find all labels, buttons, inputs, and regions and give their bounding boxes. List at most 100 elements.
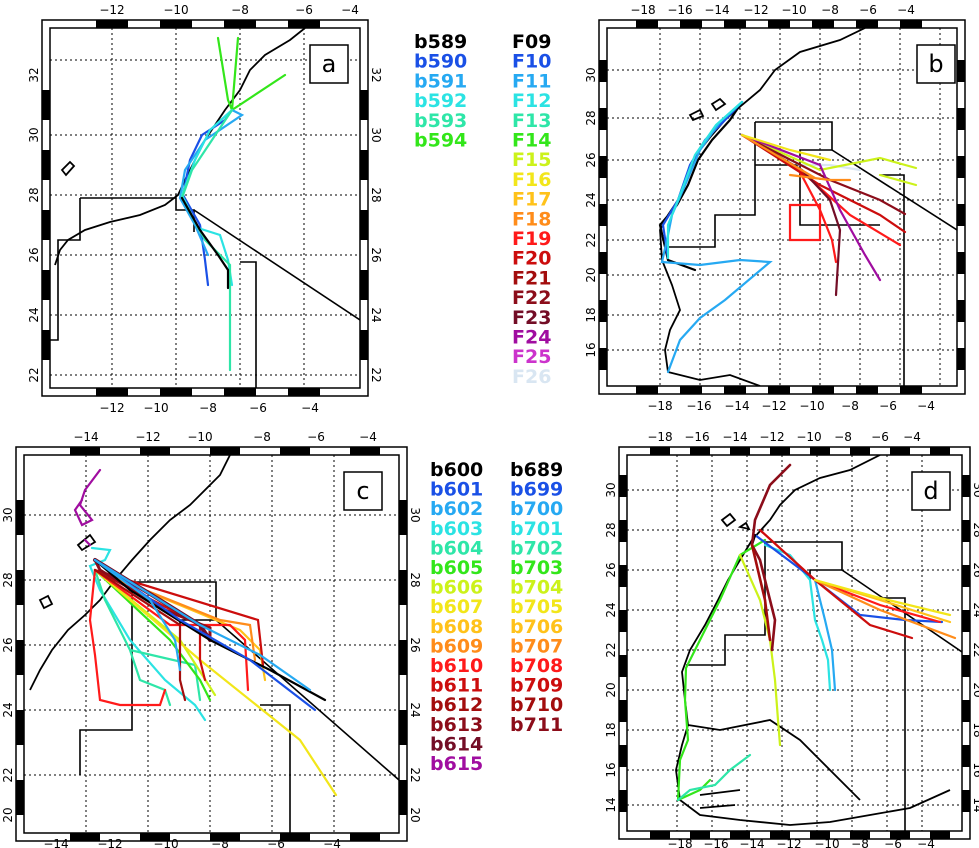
tick-label: 28 [1,572,15,587]
trajectory-b700 [813,578,837,692]
tick-label: −4 [917,837,935,848]
panel-c: c −14 −12 −10 −8 −6 −4 −14 −12 −10 −8 −6… [1,430,422,848]
panel-b-bottom-ticks: −18 −16 −14 −12 −10 −8 −6 −4 [647,399,935,413]
trajectory-F15 [740,133,918,187]
panel-d-right-ticks: 30 28 26 24 22 20 18 16 14 [971,482,979,812]
tick-label: −14 [43,837,68,848]
panel-c-frame [15,446,408,842]
panel-b-left-ticks: 30 28 26 24 22 20 18 16 [584,67,598,357]
tick-label: 32 [369,67,383,82]
tick-label: −12 [761,399,786,413]
legend-entry-F09: F09 [512,31,551,53]
panel-c-coastline [29,455,231,691]
legend-entry-b699: b699 [510,479,563,501]
legend-entry-b611: b611 [430,675,483,697]
tick-label: −6 [249,401,267,415]
trajectory-b609 [93,568,257,662]
panel-d-island [720,512,751,531]
legend-entry-F22: F22 [512,287,551,309]
tick-label: −10 [781,3,806,17]
tick-label: −8 [834,430,852,444]
tick-label: 22 [1,767,15,782]
tick-label: −6 [295,3,313,17]
tick-label: 30 [971,482,979,497]
legend-entry-F17: F17 [512,189,551,211]
tick-label: 26 [1,637,15,652]
tick-label: −12 [99,401,124,415]
legend-entry-F21: F21 [512,267,551,289]
tick-label: −16 [667,3,692,17]
trajectory-F20 [740,133,907,234]
panel-c-border [260,704,291,833]
tick-label: −8 [253,430,271,444]
panel-b-label-box: b [916,44,956,84]
panel-d-coastline [699,789,741,809]
legend-entry-b689: b689 [510,459,563,481]
panel-b-trajectories [658,100,918,374]
tick-label: 24 [604,602,618,617]
tick-label: 28 [408,572,422,587]
tick-label: −18 [647,430,672,444]
panel-d-top-ticks: −18 −16 −14 −12 −10 −8 −6 −4 [647,430,921,444]
tick-label: 14 [971,797,979,812]
tick-label: −14 [73,430,98,444]
panel-d-coastlines [675,455,951,826]
tick-label: 24 [584,192,598,207]
panel-a-bottom-ticks: −12 −10 −8 −6 −4 [99,401,319,415]
legend-entry-b602: b602 [430,498,483,520]
legend-entry-F19: F19 [512,228,551,250]
tick-label: −10 [799,399,824,413]
panel-a-borders [50,197,360,388]
legend-panel-c: b600b601b602b603b604b605b606b607b608b609… [430,459,563,775]
legend-entry-b615: b615 [430,753,483,775]
legend-entry-b600: b600 [430,459,483,481]
legend-entry-b710: b710 [510,694,563,716]
legend-entry-F15: F15 [512,149,551,171]
tick-label: −18 [647,399,672,413]
trajectory-b594 [216,36,287,112]
tick-label: −12 [99,3,124,17]
panel-a-coastline [54,28,306,266]
tick-label: 22 [604,642,618,657]
legend-entry-b606: b606 [430,577,483,599]
legend-entry-b603: b603 [430,518,483,540]
legend-entry-b613: b613 [430,714,483,736]
tick-label: 14 [604,797,618,812]
tick-label: −14 [722,430,747,444]
legend-entry-F20: F20 [512,248,551,270]
tick-label: 30 [27,127,41,142]
panel-a: a −12 −10 −8 −6 −4 −12 −10 −8 −6 −4 32 3… [27,3,383,415]
tick-label: −10 [796,430,821,444]
panel-a-coastlines [54,28,306,266]
legend-entry-F10: F10 [512,51,551,73]
legend-entry-b605: b605 [430,557,483,579]
panel-b-border [755,164,880,226]
panel-b-border [665,122,756,248]
panel-b-frame [598,19,966,395]
legend-entry-F16: F16 [512,169,551,191]
tick-label: −12 [135,430,160,444]
panel-b-top-ticks: −18 −16 −14 −12 −10 −8 −6 −4 [630,3,915,17]
tick-label: −10 [153,837,178,848]
tick-label: −16 [703,837,728,848]
legend-entry-b591: b591 [414,70,467,92]
tick-label: 32 [27,67,41,82]
tick-label: 24 [971,602,979,617]
panel-d-trajectories [676,463,957,802]
panel-c-label: c [356,477,369,505]
tick-label: 26 [604,562,618,577]
tick-label: 30 [408,507,422,522]
panel-c-island [38,533,97,610]
legend-entry-F11: F11 [512,70,551,92]
panel-d-frame [618,446,971,840]
trajectory-b702 [676,753,752,802]
tick-label: 30 [369,127,383,142]
tick-label: −4 [301,401,319,415]
tick-label: −8 [199,401,217,415]
legend-entry-b610: b610 [430,655,483,677]
legend-entry-b705: b705 [510,596,563,618]
panel-c-gridlines [24,455,399,833]
trajectory-F22 [740,133,907,216]
legend-entry-b701: b701 [510,518,563,540]
trajectory-F24 [740,133,882,282]
